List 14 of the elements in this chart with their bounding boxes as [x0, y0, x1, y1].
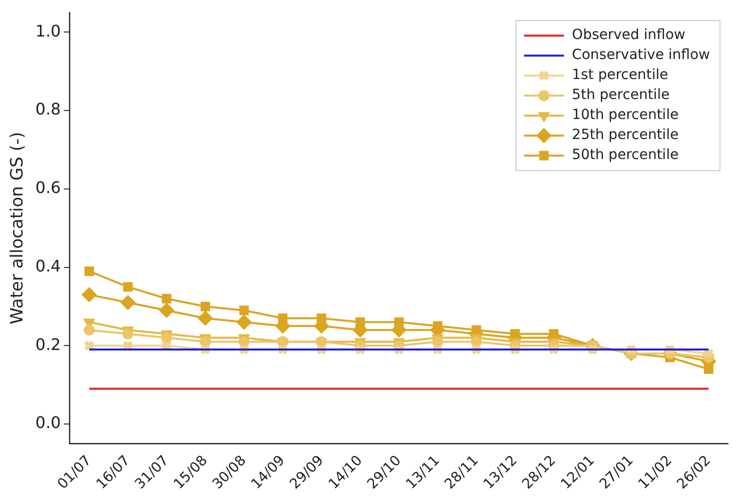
legend-label: 50th percentile — [572, 147, 679, 164]
y-tick-label: 0.8 — [35, 100, 61, 119]
legend-label: Conservative inflow — [572, 47, 710, 64]
legend-label: 1st percentile — [572, 67, 668, 84]
y-tick-label: 0.4 — [35, 256, 61, 276]
legend-label: 5th percentile — [572, 87, 670, 104]
legend-label: 25th percentile — [572, 127, 679, 144]
legend-label: 10th percentile — [572, 107, 679, 124]
y-tick-label: 0.6 — [35, 178, 61, 198]
y-tick-label: 0.0 — [35, 413, 61, 432]
y-tick-label: 1.0 — [35, 21, 61, 40]
y-tick-label: 0.2 — [35, 334, 61, 354]
y-axis-title: Water allocation GS (-) — [8, 132, 28, 324]
legend-label: Observed inflow — [572, 27, 686, 44]
